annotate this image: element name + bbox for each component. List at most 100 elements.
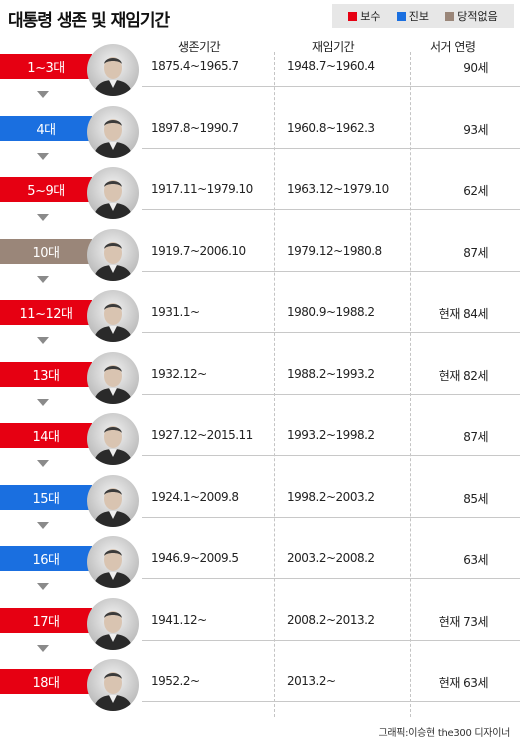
term-band: 5~9대 [0,177,92,202]
term-label: 16대 [32,553,60,568]
column-divider [410,52,411,717]
term-band: 4대 [0,116,92,141]
term-label: 11~12대 [19,307,73,322]
row-divider [142,455,520,456]
term-span: 2013.2~ [287,674,336,688]
president-row: 5~9대 1917.11~1979.10 1963.12~1979.10 62세 [0,167,520,229]
president-row: 16대 1946.9~2009.5 2003.2~2008.2 63세 [0,536,520,598]
row-divider [142,640,520,641]
term-label: 14대 [32,430,60,445]
legend-item-progressive: 진보 [396,8,429,24]
row-divider [142,517,520,518]
term-span: 1980.9~1988.2 [287,305,375,319]
term-band: 14대 [0,423,92,448]
term-label: 5~9대 [27,184,65,199]
age-at-death: 현재 84세 [438,307,489,321]
down-arrow-icon [37,460,49,467]
legend: 보수 진보 당적없음 [332,4,514,28]
column-header-age: 서거 연령 [430,40,476,54]
age-at-death: 현재 73세 [438,615,489,629]
term-span: 1993.2~1998.2 [287,428,375,442]
term-label: 4대 [36,123,56,138]
president-row: 13대 1932.12~ 1988.2~1993.2 현재 82세 [0,352,520,414]
term-span: 1979.12~1980.8 [287,244,382,258]
portrait [87,106,139,158]
term-label: 1~3대 [27,61,65,76]
column-header-term: 재임기간 [312,40,355,54]
row-divider [142,701,520,702]
term-label: 17대 [32,615,60,630]
term-span: 1988.2~1993.2 [287,367,375,381]
portrait-photo [87,167,139,219]
credit: 그래픽:이승현 the300 디자이너 [378,728,510,739]
life-span: 1919.7~2006.10 [151,244,246,258]
portrait [87,167,139,219]
row-divider [142,332,520,333]
president-row: 17대 1941.12~ 2008.2~2013.2 현재 73세 [0,598,520,660]
term-band: 17대 [0,608,92,633]
row-divider [142,271,520,272]
row-divider [142,148,520,149]
portrait-photo [87,413,139,465]
term-band: 10대 [0,239,92,264]
row-divider [142,209,520,210]
age-at-death: 90세 [463,61,488,75]
portrait [87,352,139,404]
president-row: 10대 1919.7~2006.10 1979.12~1980.8 87세 [0,229,520,291]
term-span: 1963.12~1979.10 [287,182,389,196]
portrait [87,413,139,465]
age-at-death: 93세 [463,123,488,137]
row-divider [142,578,520,579]
portrait [87,44,139,96]
portrait-photo [87,352,139,404]
portrait [87,598,139,650]
age-at-death: 현재 63세 [438,676,489,690]
term-label: 15대 [32,492,60,507]
column-divider [274,52,275,717]
down-arrow-icon [37,337,49,344]
portrait [87,229,139,281]
life-span: 1946.9~2009.5 [151,551,239,565]
term-band: 18대 [0,669,92,694]
down-arrow-icon [37,91,49,98]
portrait-photo [87,475,139,527]
term-label: 18대 [32,676,60,691]
legend-item-none: 당적없음 [445,8,498,24]
portrait [87,536,139,588]
down-arrow-icon [37,399,49,406]
portrait [87,475,139,527]
life-span: 1931.1~ [151,305,200,319]
portrait-photo [87,229,139,281]
down-arrow-icon [37,522,49,529]
column-header-life: 생존기간 [178,40,221,54]
president-row: 1~3대 1875.4~1965.7 1948.7~1960.4 90세 [0,44,520,106]
portrait [87,290,139,342]
age-at-death: 87세 [463,246,488,260]
down-arrow-icon [37,583,49,590]
legend-swatch-none [445,11,455,21]
portrait-photo [87,536,139,588]
term-band: 15대 [0,485,92,510]
age-at-death: 63세 [463,553,488,567]
term-span: 1960.8~1962.3 [287,121,375,135]
down-arrow-icon [37,214,49,221]
age-at-death: 62세 [463,184,488,198]
term-span: 2003.2~2008.2 [287,551,375,565]
page-title: 대통령 생존 및 재임기간 [8,11,170,31]
portrait-photo [87,44,139,96]
row-divider [142,394,520,395]
life-span: 1932.12~ [151,367,207,381]
portrait-photo [87,598,139,650]
president-row: 4대 1897.8~1990.7 1960.8~1962.3 93세 [0,106,520,168]
age-at-death: 현재 82세 [438,369,489,383]
term-band: 16대 [0,546,92,571]
term-label: 13대 [32,369,60,384]
age-at-death: 85세 [463,492,488,506]
life-span: 1897.8~1990.7 [151,121,239,135]
term-band: 13대 [0,362,92,387]
row-divider [142,86,520,87]
legend-swatch-progressive [396,11,406,21]
down-arrow-icon [37,276,49,283]
legend-swatch-conservative [348,11,358,21]
term-band: 11~12대 [0,300,92,325]
